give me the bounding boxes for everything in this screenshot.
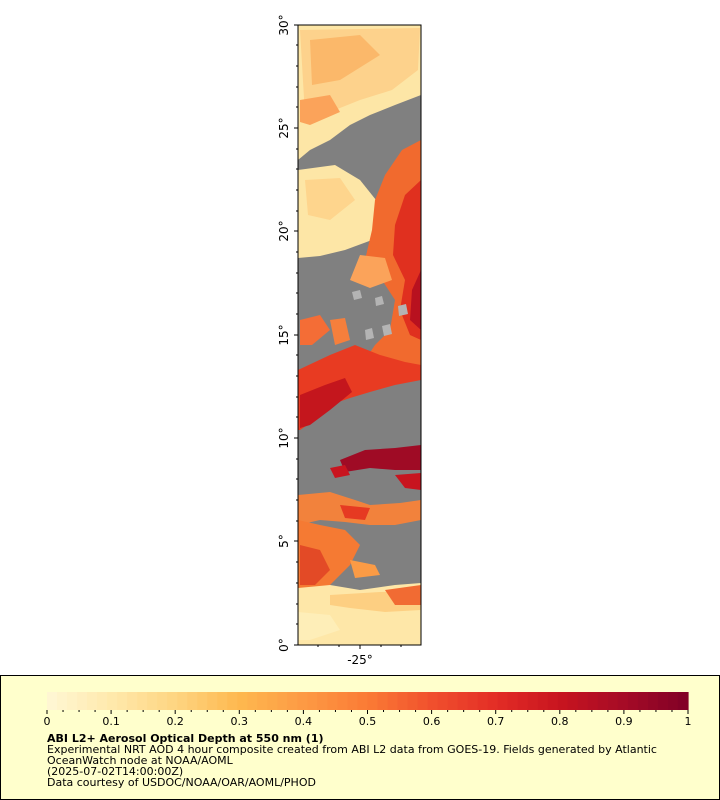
lat-label-30: 30° [277, 14, 291, 35]
colorbar-segment [477, 692, 489, 710]
colorbar-segment [397, 692, 409, 710]
lat-label-5: 5° [277, 534, 291, 548]
caption-title: ABI L2+ Aerosol Optical Depth at 550 nm … [47, 732, 324, 745]
colorbar-labels: 0 0.1 0.2 0.3 0.4 0.5 0.6 0.7 0.8 0.9 1 [44, 715, 692, 728]
colorbar-segment [617, 692, 629, 710]
colorbar-label: 0.2 [166, 715, 184, 728]
colorbar-segment [237, 692, 248, 710]
lat-label-10: 10° [277, 427, 291, 448]
colorbar-segment [547, 692, 559, 710]
colorbar-label: 0.7 [487, 715, 505, 728]
colorbar-segment [207, 692, 218, 710]
colorbar-segment [127, 692, 138, 710]
colorbar-segment [87, 692, 98, 710]
colorbar-segment [227, 692, 238, 710]
colorbar-segment [537, 692, 549, 710]
colorbar-segment [647, 692, 659, 710]
colorbar-segment [627, 692, 639, 710]
colorbar-segment [47, 692, 58, 710]
colorbar-segment [67, 692, 78, 710]
colorbar-segment [507, 692, 519, 710]
colorbar-segment [97, 692, 108, 710]
colorbar-segment [587, 692, 599, 710]
colorbar-label: 0.3 [231, 715, 249, 728]
aod-map: 0° 5° 10° 15° 20° 25° 30° -25° [277, 14, 422, 667]
colorbar-label: 0.4 [295, 715, 313, 728]
colorbar-segment [277, 692, 288, 710]
colorbar-segment [427, 692, 439, 710]
colorbar-segment [667, 692, 679, 710]
colorbar-label: 0 [44, 715, 51, 728]
colorbar-segment [167, 692, 178, 710]
colorbar-segment [307, 692, 319, 710]
colorbar-segment [487, 692, 499, 710]
colorbar-segment [217, 692, 228, 710]
lat-axis-minor [296, 44, 298, 625]
colorbar-bar [47, 692, 689, 710]
colorbar-segment [467, 692, 479, 710]
colorbar-segment [607, 692, 619, 710]
lat-label-25: 25° [277, 117, 291, 138]
colorbar-label: 0.1 [102, 715, 120, 728]
caption-line-3: (2025-07-02T14:00:00Z) [47, 765, 184, 778]
colorbar-segment [247, 692, 258, 710]
aod-field [298, 25, 421, 645]
colorbar-segment [137, 692, 148, 710]
colorbar-segment [387, 692, 399, 710]
colorbar-segment [327, 692, 339, 710]
colorbar-segment [527, 692, 539, 710]
colorbar-segment [417, 692, 429, 710]
colorbar-segment [147, 692, 158, 710]
colorbar-segment [117, 692, 128, 710]
colorbar-segment [317, 692, 329, 710]
colorbar-segment [377, 692, 389, 710]
colorbar-segment [637, 692, 649, 710]
colorbar-label: 0.6 [423, 715, 441, 728]
colorbar-segment [497, 692, 509, 710]
colorbar-segment [557, 692, 569, 710]
colorbar-segment [257, 692, 268, 710]
colorbar-segment [457, 692, 469, 710]
colorbar-segment [197, 692, 208, 710]
colorbar-label: 1 [685, 715, 692, 728]
colorbar-segment [177, 692, 188, 710]
colorbar-segment [57, 692, 68, 710]
colorbar-segment [297, 692, 309, 710]
caption-line-4: Data courtesy of USDOC/NOAA/OAR/AOML/PHO… [47, 776, 316, 789]
lat-label-0: 0° [277, 638, 291, 652]
colorbar-segment [437, 692, 449, 710]
colorbar-ticks [46, 710, 689, 714]
colorbar-segment [287, 692, 298, 710]
colorbar-segment [107, 692, 118, 710]
lat-label-15: 15° [277, 324, 291, 345]
colorbar-segment [447, 692, 459, 710]
colorbar-segment [77, 692, 88, 710]
lat-axis [294, 24, 298, 646]
colorbar-segment [597, 692, 609, 710]
colorbar-segment [577, 692, 589, 710]
colorbar-segment [337, 692, 349, 710]
colorbar-segment [347, 692, 359, 710]
colorbar-segment [187, 692, 198, 710]
colorbar-segment [407, 692, 419, 710]
colorbar-segment [567, 692, 579, 710]
lon-axis [317, 645, 402, 649]
colorbar-label: 0.5 [359, 715, 377, 728]
colorbar-segment [367, 692, 379, 710]
colorbar-segment [157, 692, 168, 710]
lon-label: -25° [347, 653, 373, 667]
colorbar-label: 0.8 [551, 715, 569, 728]
colorbar-segment [517, 692, 529, 710]
caption-line-1: Experimental NRT AOD 4 hour composite cr… [47, 743, 657, 756]
caption-line-2: OceanWatch node at NOAA/AOML [47, 754, 233, 767]
colorbar-label: 0.9 [615, 715, 633, 728]
colorbar-segment [357, 692, 369, 710]
colorbar-segment [267, 692, 278, 710]
colorbar-segment [657, 692, 669, 710]
colorbar-segment [677, 692, 689, 710]
lat-label-20: 20° [277, 220, 291, 241]
